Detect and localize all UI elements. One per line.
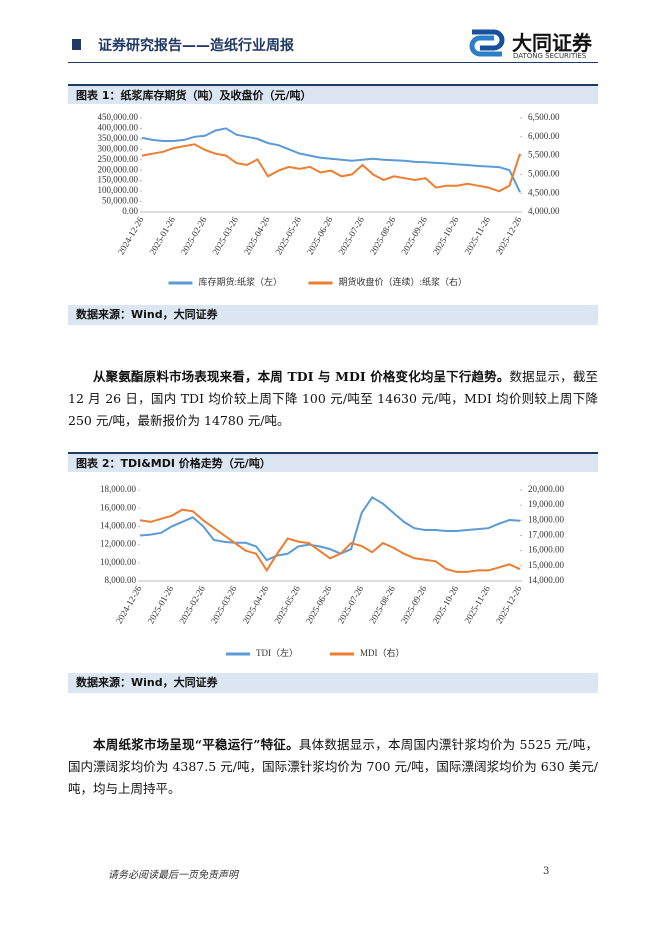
y2-tick-label: 5,500.00 (528, 150, 560, 160)
logo-en: DATONG SECURITIES (513, 52, 587, 60)
x-tick-label: 2025-11-26 (463, 215, 493, 257)
y2-tick-label: 19,000.00 (528, 499, 565, 509)
x-tick-label: 2025-12-26 (494, 215, 524, 257)
series-line (139, 508, 521, 573)
x-tick-label: 2025-11-26 (462, 584, 492, 626)
legend-label: 期货收盘价（连续）:纸浆（右） (339, 276, 468, 287)
y-tick-label: 250,000.00 (98, 154, 139, 164)
y2-tick-label: 6,500.00 (528, 112, 560, 122)
x-tick-label: 2024-12-26 (114, 584, 144, 626)
y-tick-label: 100,000.00 (98, 185, 139, 195)
y2-tick-label: 20,000.00 (528, 484, 565, 494)
figure-source: 数据来源：Wind，大同证券 (68, 305, 598, 325)
x-tick-label: 2025-03-26 (209, 584, 239, 626)
series-line (141, 127, 521, 193)
y-tick-label: 18,000.00 (100, 484, 137, 494)
y-tick-label: 16,000.00 (100, 502, 137, 512)
x-tick-label: 2025-09-26 (399, 584, 429, 626)
paragraph-lead: 本周纸浆市场呈现“平稳运行”特征。 (93, 737, 299, 752)
y2-tick-label: 4,000.00 (528, 206, 560, 216)
paragraph-body: 数据显示，截至 12 月 26 日，国内 TDI 均价较上周下降 100 元/吨… (68, 369, 598, 428)
header-rule (68, 62, 598, 63)
y-tick-label: 400,000.00 (98, 123, 139, 133)
y-tick-label: 8,000.00 (105, 575, 137, 585)
paragraph-body: 具体数据显示，本周国内漂针浆均价为 5525 元/吨，国内漂阔浆均价为 4387… (68, 737, 598, 796)
logo-icon (469, 29, 505, 57)
x-tick-label: 2024-12-26 (116, 215, 146, 257)
series-line (139, 495, 521, 562)
x-tick-label: 2025-09-26 (399, 215, 429, 257)
y2-tick-label: 16,000.00 (528, 545, 565, 555)
figure-source: 数据来源：Wind，大同证券 (68, 673, 598, 693)
x-tick-label: 2025-04-26 (241, 584, 271, 626)
x-tick-label: 2025-08-26 (367, 584, 397, 626)
header-title: 证券研究报告——造纸行业周报 (98, 38, 294, 54)
paragraph: 从聚氨酯原料市场表现来看，本周 TDI 与 MDI 价格变化均呈下行趋势。数据显… (68, 366, 598, 432)
y2-tick-label: 5,000.00 (528, 168, 560, 178)
y2-tick-label: 15,000.00 (528, 560, 565, 570)
y-tick-label: 50,000.00 (102, 196, 139, 206)
y2-tick-label: 17,000.00 (528, 530, 565, 540)
x-tick-label: 2025-01-26 (147, 215, 177, 257)
y-tick-label: 12,000.00 (100, 539, 137, 549)
x-tick-label: 2025-03-26 (210, 215, 240, 257)
x-tick-label: 2025-05-26 (273, 215, 303, 257)
y-tick-label: 450,000.00 (98, 112, 139, 122)
x-tick-label: 2025-05-26 (272, 584, 302, 626)
x-tick-label: 2025-07-26 (336, 215, 366, 257)
y-tick-label: 0.00 (122, 206, 138, 216)
x-tick-label: 2025-07-26 (336, 584, 366, 626)
y-tick-label: 350,000.00 (98, 133, 139, 143)
x-tick-label: 2025-10-26 (431, 215, 461, 257)
x-tick-label: 2025-06-26 (304, 584, 334, 626)
y2-tick-label: 14,000.00 (528, 575, 565, 585)
y-tick-label: 14,000.00 (100, 520, 137, 530)
legend-label: TDI（左） (256, 647, 298, 658)
legend-label: MDI（右） (360, 647, 405, 658)
y-tick-label: 300,000.00 (98, 143, 139, 153)
y2-tick-label: 4,500.00 (528, 187, 560, 197)
x-tick-label: 2025-06-26 (305, 215, 335, 257)
x-tick-label: 2025-01-26 (146, 584, 176, 626)
figure-caption: 图表 1：纸浆库存期货（吨）及收盘价（元/吨） (68, 84, 598, 104)
x-tick-label: 2025-02-26 (179, 215, 209, 257)
logo-text: 大同证券 (512, 31, 592, 55)
x-tick-label: 2025-04-26 (242, 215, 272, 257)
header-mark (72, 39, 81, 50)
x-tick-label: 2025-10-26 (431, 584, 461, 626)
y2-tick-label: 6,000.00 (528, 131, 560, 141)
y2-tick-label: 18,000.00 (528, 514, 565, 524)
x-tick-label: 2025-02-26 (177, 584, 207, 626)
paragraph: 本周纸浆市场呈现“平稳运行”特征。具体数据显示，本周国内漂针浆均价为 5525 … (68, 734, 598, 800)
x-tick-label: 2025-08-26 (368, 215, 398, 257)
x-tick-label: 2025-12-26 (494, 584, 524, 626)
y-tick-label: 150,000.00 (98, 175, 139, 185)
y-tick-label: 10,000.00 (100, 557, 137, 567)
series-line (141, 143, 521, 193)
disclaimer: 请务必阅读最后一页免责声明 (108, 870, 238, 881)
figure-caption: 图表 2：TDI&MDI 价格走势（元/吨） (68, 452, 598, 472)
legend-label: 库存期货:纸浆（左） (199, 276, 283, 287)
page-number: 3 (543, 866, 550, 877)
y-tick-label: 200,000.00 (98, 164, 139, 174)
paragraph-lead: 从聚氨酯原料市场表现来看，本周 TDI 与 MDI 价格变化均呈下行趋势。 (93, 369, 510, 384)
